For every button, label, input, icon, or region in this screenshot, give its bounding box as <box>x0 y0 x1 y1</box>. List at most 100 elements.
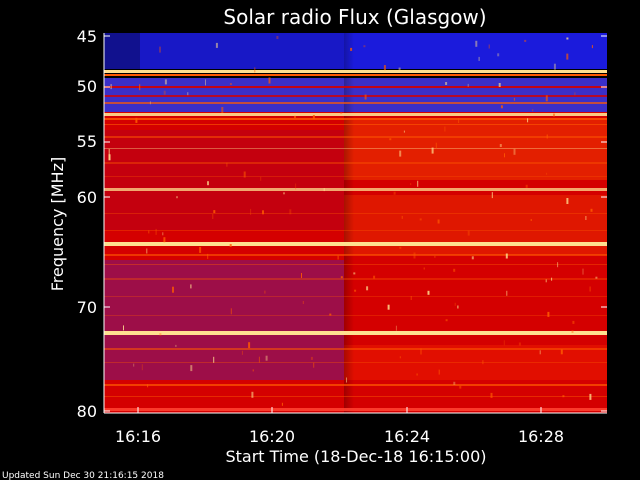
speckle <box>212 214 214 219</box>
speckle <box>431 147 434 154</box>
y-tick-label: 70 <box>77 298 97 317</box>
speckle <box>350 47 353 51</box>
speckle <box>354 289 357 292</box>
band-dim-left <box>104 130 344 230</box>
speckle <box>163 90 166 95</box>
emission-line <box>104 70 607 73</box>
speckle <box>467 83 469 87</box>
speckle <box>500 105 503 109</box>
emission-line <box>104 148 607 149</box>
speckle <box>530 219 532 221</box>
speckle <box>497 53 500 57</box>
speckle <box>546 172 548 175</box>
speckle <box>213 210 216 214</box>
speckle <box>471 256 474 260</box>
speckle <box>383 65 386 71</box>
speckle <box>135 117 138 123</box>
spectrogram-plot <box>104 33 607 413</box>
band-purple-left <box>104 260 344 380</box>
speckle <box>252 369 254 372</box>
speckle <box>488 44 490 49</box>
speckle <box>427 290 430 295</box>
speckle <box>453 381 456 385</box>
speckle <box>340 112 343 115</box>
speckle <box>545 279 547 283</box>
speckle <box>366 286 369 291</box>
emission-line <box>104 315 607 316</box>
speckle <box>475 40 478 47</box>
emission-line <box>104 176 607 177</box>
emission-line <box>104 396 607 397</box>
band-low-left <box>104 33 344 69</box>
emission-line <box>104 362 607 363</box>
speckle <box>490 392 493 398</box>
speckle <box>363 45 366 48</box>
y-tick-label: 60 <box>77 188 97 207</box>
speckle <box>545 95 548 102</box>
speckle <box>562 395 565 398</box>
speckle <box>458 118 460 123</box>
speckle <box>513 148 516 155</box>
y-tick-labels: 45 50 55 60 70 80 <box>77 27 97 421</box>
x-tick-label: 16:28 <box>518 427 564 446</box>
chart-title: Solar radio Flux (Glasgow) <box>223 5 486 29</box>
speckle <box>499 144 502 147</box>
speckle <box>387 304 390 310</box>
speckle <box>582 268 584 275</box>
speckle <box>159 333 162 336</box>
speckle <box>560 349 563 355</box>
speckle <box>403 130 405 133</box>
speckle <box>149 101 151 105</box>
x-tick-label: 16:16 <box>115 427 161 446</box>
emission-line <box>104 118 607 120</box>
y-tick-label: 45 <box>77 27 97 46</box>
speckle <box>213 356 215 363</box>
speckle <box>416 373 418 376</box>
speckle <box>525 184 528 188</box>
speckle <box>571 330 574 333</box>
speckle <box>254 67 256 73</box>
speckle <box>373 275 376 279</box>
speckle <box>566 53 569 60</box>
emission-line <box>104 213 607 214</box>
speckle <box>364 94 367 100</box>
speckle <box>590 208 593 212</box>
speckle <box>505 253 508 259</box>
speckle <box>551 277 553 281</box>
speckle <box>337 255 339 260</box>
speckle <box>532 109 534 112</box>
speckle <box>445 82 448 85</box>
emission-line <box>104 86 607 88</box>
speckle <box>467 230 470 236</box>
speckle <box>313 362 315 368</box>
speckle <box>518 342 521 346</box>
band-low-right <box>344 33 607 69</box>
speckle <box>312 115 315 119</box>
y-tick-label: 55 <box>77 132 97 151</box>
speckle <box>513 97 515 101</box>
speckle <box>295 183 297 190</box>
speckle <box>265 355 268 361</box>
speckle <box>459 385 462 389</box>
speckle <box>553 113 555 117</box>
speckle <box>410 296 412 300</box>
speckle <box>251 391 254 398</box>
speckle <box>457 305 459 309</box>
emission-line <box>104 296 607 297</box>
emission-line <box>104 74 607 76</box>
speckle <box>589 286 591 292</box>
speckle <box>250 208 252 215</box>
speckle <box>399 356 401 359</box>
speckle <box>445 319 448 322</box>
speckle <box>546 134 548 139</box>
speckle <box>108 148 110 155</box>
speckle <box>398 67 401 71</box>
speckle <box>524 39 527 42</box>
speckle <box>147 384 149 388</box>
emission-line <box>104 102 607 104</box>
speckle <box>229 83 232 85</box>
emission-line <box>104 230 607 231</box>
speckle <box>176 196 178 199</box>
speckle <box>419 218 422 221</box>
